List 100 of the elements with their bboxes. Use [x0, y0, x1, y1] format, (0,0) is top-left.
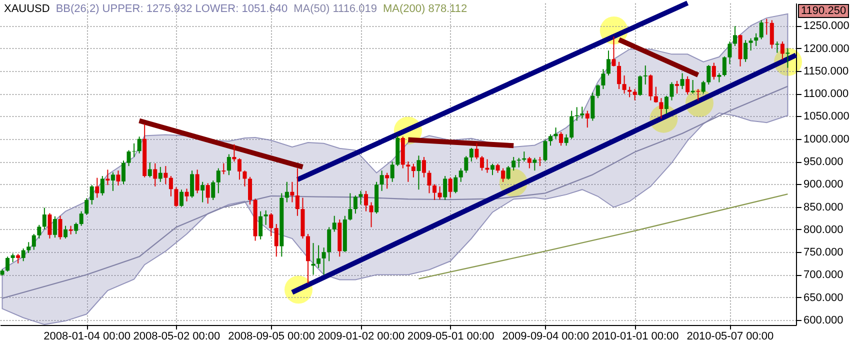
- candlestick: [564, 134, 568, 146]
- candlestick: [226, 154, 231, 176]
- candlestick: [316, 244, 321, 268]
- candlestick: [258, 210, 263, 240]
- candlestick: [137, 136, 142, 154]
- candlestick: [200, 181, 205, 203]
- candlestick: [543, 139, 548, 162]
- candlestick: [632, 88, 637, 101]
- candlestick: [106, 169, 110, 186]
- candlestick: [480, 156, 484, 172]
- x-tick-label: 2008-01-04 00:00: [44, 330, 131, 341]
- candlestick: [32, 233, 36, 250]
- candlestick: [585, 110, 590, 128]
- candlestick: [122, 160, 126, 185]
- candlestick: [74, 222, 78, 234]
- candlestick: [458, 168, 463, 182]
- y-tick-label: 1200.000: [804, 42, 850, 55]
- candlestick: [274, 224, 278, 258]
- candlestick: [427, 170, 432, 194]
- candlestick: [643, 65, 648, 86]
- y-tick-label: 1000.000: [804, 133, 850, 146]
- candlestick: [443, 176, 448, 201]
- x-tick-label: 2010-01-01 00:00: [592, 330, 679, 341]
- candlestick: [222, 162, 226, 175]
- candlestick: [686, 76, 690, 95]
- candlestick: [474, 142, 479, 160]
- x-tick-label: 2009-01-02 00:00: [318, 330, 405, 341]
- candlestick: [264, 210, 268, 226]
- candlestick: [190, 170, 194, 198]
- candlestick: [58, 215, 62, 240]
- candlestick: [184, 188, 189, 202]
- x-tick-label: 2008-05-02 00:00: [133, 330, 220, 341]
- candlestick: [580, 106, 584, 119]
- candlestick: [728, 40, 732, 65]
- candlestick: [659, 98, 664, 119]
- candlestick: [385, 172, 390, 190]
- candlestick: [348, 192, 352, 221]
- candlestick: [506, 166, 510, 180]
- candlestick: [780, 40, 784, 60]
- candlestick: [648, 74, 653, 101]
- candlestick: [501, 168, 506, 182]
- candlestick: [670, 82, 674, 101]
- y-tick-label: 800.000: [804, 224, 844, 236]
- candlestick: [369, 202, 374, 228]
- x-tick-label: 2008-09-05 00:00: [228, 330, 316, 341]
- candlestick: [116, 170, 120, 186]
- candlestick: [216, 168, 220, 194]
- candlestick: [469, 147, 474, 162]
- candlestick: [706, 64, 711, 86]
- candlestick: [748, 38, 753, 52]
- candlestick: [174, 186, 178, 208]
- candlestick: [211, 180, 216, 201]
- candlestick: [110, 172, 115, 192]
- candlestick: [422, 156, 426, 178]
- candlestick: [6, 256, 10, 272]
- candlestick: [786, 48, 790, 68]
- y-tick-label: 750.000: [804, 246, 844, 259]
- x-tick-label: 2009-09-04 00:00: [502, 330, 590, 341]
- candlestick: [548, 134, 552, 146]
- candlestick: [675, 80, 680, 94]
- candlestick: [37, 224, 42, 239]
- x-tick-label: 2010-05-07 00:00: [686, 330, 774, 341]
- candlestick: [496, 163, 500, 174]
- y-tick-label: 900.000: [804, 178, 844, 191]
- y-tick-label: 650.000: [804, 292, 844, 304]
- y-tick-label: 700.000: [804, 269, 844, 282]
- candlestick: [764, 18, 769, 36]
- candlestick: [759, 20, 764, 40]
- candlestick: [364, 190, 368, 212]
- y-tick-label: 1150.000: [804, 65, 849, 78]
- candlestick: [380, 170, 384, 192]
- candlestick: [448, 176, 452, 198]
- candlestick: [390, 161, 394, 182]
- candlestick: [248, 176, 252, 206]
- candlestick: [680, 72, 684, 90]
- candlestick: [538, 156, 542, 167]
- candlestick: [654, 86, 658, 104]
- candlestick: [242, 170, 247, 187]
- candlestick: [516, 157, 521, 168]
- line-series: [2, 86, 788, 299]
- candlestick: [464, 156, 468, 174]
- y-tick-label: 950.000: [804, 156, 844, 168]
- candlestick: [164, 166, 168, 185]
- line-series: [418, 193, 788, 280]
- candlestick: [79, 210, 84, 226]
- candlestick: [432, 184, 437, 201]
- candlestick: [770, 20, 774, 49]
- candlestick: [132, 142, 136, 158]
- candlestick: [64, 225, 68, 239]
- candlestick: [416, 155, 421, 190]
- candlestick: [332, 215, 336, 232]
- candlestick: [696, 88, 700, 101]
- candlestick: [612, 36, 616, 67]
- candlestick: [733, 26, 737, 47]
- candlestick: [195, 169, 200, 194]
- candlestick: [295, 168, 300, 216]
- candlestick: [290, 181, 294, 203]
- candlestick: [322, 247, 326, 276]
- candlestick: [570, 110, 574, 140]
- candlestick: [701, 80, 706, 94]
